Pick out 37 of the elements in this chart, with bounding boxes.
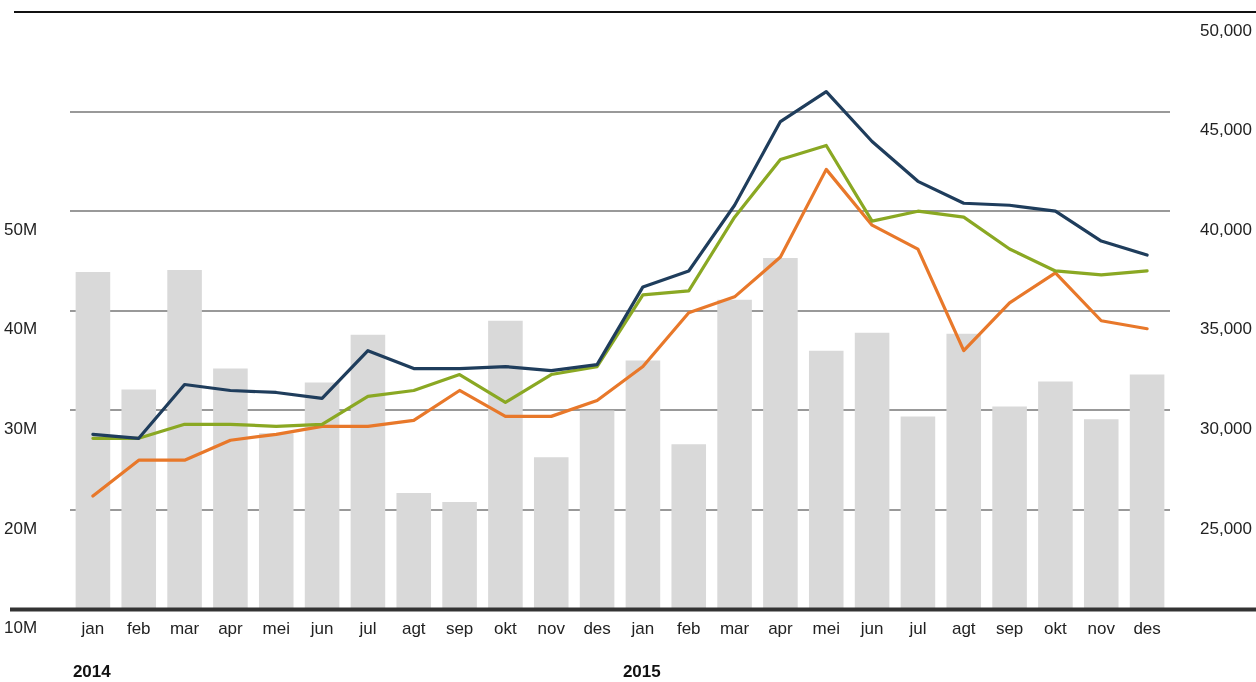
x-tick-label: des [583, 619, 611, 639]
x-tick-label: mar [169, 619, 200, 639]
y2-tick-label: 40,000 [1200, 219, 1252, 239]
x-tick-label: jun [309, 619, 334, 639]
x-tick-label: jul [358, 619, 377, 639]
y2-tick-label: 45,000 [1200, 120, 1252, 140]
x-tick-label: mar [719, 619, 750, 639]
y-tick-label: 20M [4, 518, 38, 538]
x-tick-label: okt [494, 619, 518, 639]
x-tick-label: nov [537, 619, 566, 639]
x-tick-label: apr [218, 619, 244, 639]
x-tick-label: mei [812, 619, 840, 639]
x-tick-label: okt [1044, 619, 1068, 639]
x-tick-label: jan [630, 619, 655, 639]
y-tick-label: 50M [4, 219, 38, 239]
x-tick-label: apr [768, 619, 794, 639]
text: 2015 [622, 661, 661, 681]
y2-tick-label: 30,000 [1200, 419, 1252, 439]
x-tick-label: feb [676, 619, 701, 639]
x-tick-label: feb [126, 619, 151, 639]
text: 2014 [72, 661, 112, 681]
y-tick-label: 10M [4, 618, 38, 638]
x-tick-label: agt [401, 619, 426, 639]
y2-tick-label: 25,000 [1200, 518, 1252, 538]
x-tick-label: mei [262, 619, 290, 639]
y-tick-label: 40M [4, 319, 38, 339]
x-tick-label: sep [995, 619, 1024, 639]
x-tick-label: agt [951, 619, 976, 639]
x-tick-label: jan [80, 619, 105, 639]
y2-tick-label: 35,000 [1200, 319, 1252, 339]
x-tick-label: jul [908, 619, 927, 639]
x-tick-label: sep [445, 619, 474, 639]
x-tick-label: jun [859, 619, 884, 639]
y2-tick-label: 50,000 [1200, 20, 1252, 40]
x-tick-label: des [1133, 619, 1161, 639]
x-tick-label: nov [1087, 619, 1116, 639]
y-tick-label: 30M [4, 419, 38, 439]
